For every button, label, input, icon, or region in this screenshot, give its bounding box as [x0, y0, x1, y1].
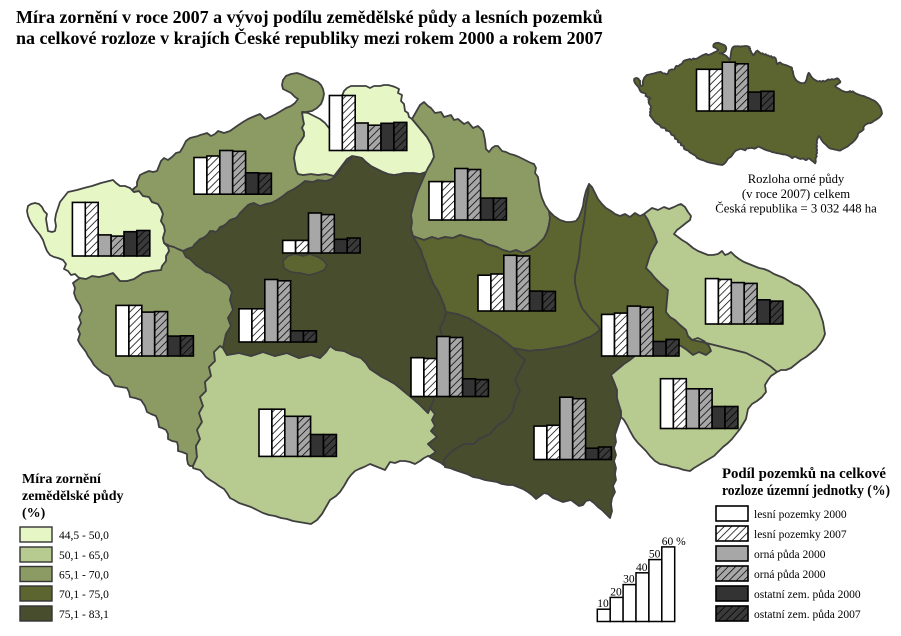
svg-text:75,1 - 83,1: 75,1 - 83,1 — [59, 609, 109, 621]
svg-text:Míra zornění v roce 2007 a výv: Míra zornění v roce 2007 a vývoj podílu … — [16, 7, 603, 27]
svg-text:50,1 - 65,0: 50,1 - 65,0 — [59, 550, 109, 562]
svg-text:orná půda 2000: orná půda 2000 — [754, 568, 826, 581]
svg-text:(%): (%) — [22, 506, 46, 521]
svg-text:44,5 - 50,0: 44,5 - 50,0 — [59, 530, 109, 542]
svg-text:50: 50 — [649, 549, 661, 561]
svg-text:30: 30 — [623, 574, 635, 586]
svg-text:Míra zornění: Míra zornění — [22, 472, 102, 487]
svg-text:ostatní zem. půda 2000: ostatní zem. půda 2000 — [754, 588, 861, 601]
svg-text:orná půda 2000: orná půda 2000 — [754, 548, 826, 561]
svg-text:Rozloha orné půdy: Rozloha orné půdy — [748, 172, 845, 186]
svg-text:zemědělské půdy: zemědělské půdy — [22, 489, 124, 504]
svg-text:lesní pozemky 2007: lesní pozemky 2007 — [754, 529, 847, 541]
svg-text:65,1 - 70,0: 65,1 - 70,0 — [59, 570, 109, 582]
svg-text:40: 40 — [636, 562, 648, 574]
svg-text:ostatní zem. půda 2007: ostatní zem. půda 2007 — [754, 608, 861, 621]
svg-text:10: 10 — [597, 598, 609, 610]
svg-text:lesní pozemky 2000: lesní pozemky 2000 — [754, 509, 847, 521]
svg-text:na celkové rozloze v krajích Č: na celkové rozloze v krajích České repub… — [16, 27, 603, 48]
svg-text:20: 20 — [610, 586, 622, 598]
svg-text:Česká republika = 3 032 448 ha: Česká republika = 3 032 448 ha — [715, 202, 877, 216]
svg-text:60 %: 60 % — [662, 536, 686, 548]
svg-text:Podíl pozemků na celkové: Podíl pozemků na celkové — [722, 466, 886, 482]
svg-text:rozloze územní jednotky (%): rozloze územní jednotky (%) — [722, 483, 890, 499]
svg-text:70,1 - 75,0: 70,1 - 75,0 — [59, 589, 109, 601]
svg-text:(v roce 2007) celkem: (v roce 2007) celkem — [742, 187, 850, 201]
